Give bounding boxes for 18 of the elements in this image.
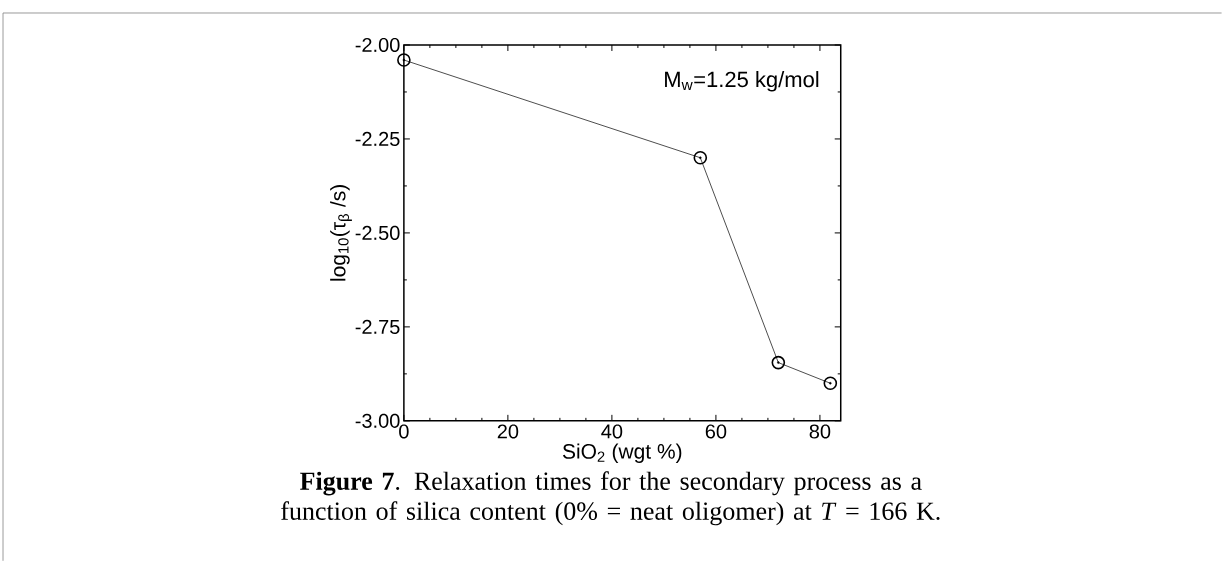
- x-tick-label: 60: [705, 424, 727, 439]
- y-axis-title: log$_{10}$(τ$_{β}$ /s): [330, 184, 352, 281]
- point: [693, 150, 708, 165]
- x-tick-label: 40: [601, 424, 623, 439]
- x-tick-label: 20: [497, 424, 519, 439]
- point: [397, 53, 411, 67]
- point: [771, 355, 786, 370]
- y-tick-label: -3.00: [355, 413, 400, 428]
- y-tick-label: -2.00: [355, 37, 400, 52]
- y-tick-label: -2.50: [355, 225, 400, 240]
- annotation: M$_{w}$=1.25 kg/mol: [665, 70, 819, 92]
- text: Figure 7. Relaxation times for the secondary process as a function of silica content (0% = neat oligomer) at T = 166 K.: [281, 471, 940, 526]
- x-tick-label: 0: [399, 424, 409, 439]
- x-tick-label: 80: [809, 424, 831, 439]
- y-tick-label: -2.75: [355, 319, 400, 334]
- point: [823, 376, 838, 390]
- x-axis-title: SiO$_{2}$ (wgt %): [562, 443, 682, 463]
- y-tick-label: -2.25: [355, 131, 400, 146]
